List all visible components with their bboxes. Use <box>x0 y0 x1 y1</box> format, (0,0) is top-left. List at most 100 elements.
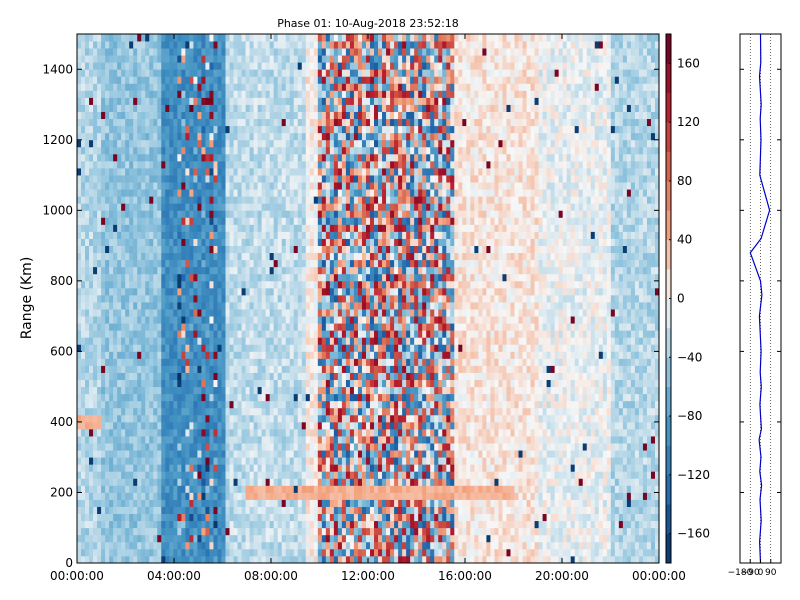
heatmap-cell <box>133 111 138 120</box>
heatmap-cell <box>249 210 254 218</box>
heatmap-cell <box>133 309 138 317</box>
heatmap-cell <box>273 97 279 105</box>
heatmap-cell <box>329 471 335 479</box>
heatmap-cell <box>77 146 82 155</box>
heatmap-cell <box>81 252 86 261</box>
heatmap-cell <box>333 69 339 77</box>
heatmap-cell <box>77 421 82 430</box>
heatmap-cell <box>109 62 114 70</box>
heatmap-cell <box>225 48 230 56</box>
heatmap-cell <box>145 252 150 261</box>
heatmap-cell <box>277 252 283 261</box>
heatmap-cell <box>89 139 94 148</box>
heatmap-cell <box>169 316 174 324</box>
heatmap-cell <box>325 464 331 472</box>
heatmap-cell <box>89 513 94 522</box>
heatmap-cell <box>301 287 307 296</box>
heatmap-cell <box>113 555 118 564</box>
heatmap-cell <box>209 527 214 536</box>
heatmap-cell <box>301 330 307 338</box>
heatmap-cell <box>281 471 287 479</box>
heatmap-cell <box>93 189 98 197</box>
heatmap-cell <box>305 541 311 550</box>
heatmap-cell <box>185 189 190 197</box>
heatmap-cell <box>333 450 339 458</box>
heatmap-cell <box>265 428 271 437</box>
heatmap-cell <box>257 55 263 63</box>
heatmap-cell <box>333 414 339 423</box>
heatmap-cell <box>129 196 134 204</box>
heatmap-cell <box>253 231 259 239</box>
heatmap-cell <box>173 457 178 465</box>
heatmap-cell <box>269 316 275 324</box>
heatmap-cell <box>185 62 190 70</box>
heatmap-cell <box>77 555 82 564</box>
heatmap-cell <box>213 428 218 437</box>
heatmap-cell <box>137 90 142 98</box>
heatmap-cell <box>173 527 178 536</box>
heatmap-cell <box>209 555 214 564</box>
heatmap-cell <box>81 245 86 254</box>
heatmap-cell <box>289 365 295 373</box>
heatmap-cell <box>153 55 158 63</box>
heatmap-cell <box>317 34 323 42</box>
heatmap-cell <box>301 443 307 451</box>
heatmap-cell <box>297 146 303 155</box>
heatmap-cell <box>301 548 307 557</box>
heatmap-cell <box>77 189 82 197</box>
heatmap-cell <box>329 266 335 275</box>
heatmap-cell <box>329 513 335 522</box>
heatmap-cell <box>337 555 343 564</box>
heatmap-cell <box>165 294 170 303</box>
heatmap-cell <box>265 175 271 183</box>
heatmap-cell <box>133 69 138 77</box>
heatmap-cell <box>305 323 311 331</box>
heatmap-cell <box>81 41 86 49</box>
heatmap-cell <box>285 485 291 493</box>
heatmap-cell <box>93 294 98 303</box>
heatmap-cell <box>125 259 130 268</box>
heatmap-cell <box>341 457 347 465</box>
heatmap-cell <box>257 69 263 77</box>
heatmap-cell <box>77 379 82 388</box>
heatmap-cell <box>97 379 102 388</box>
heatmap-cell <box>325 69 331 77</box>
heatmap-cell <box>273 471 279 479</box>
heatmap-cell <box>245 294 250 303</box>
heatmap-cell <box>257 457 263 465</box>
heatmap-cell <box>109 160 114 169</box>
heatmap-cell <box>317 316 323 324</box>
heatmap-cell <box>201 90 206 98</box>
heatmap-cell <box>217 48 222 56</box>
heatmap-cell <box>109 287 114 296</box>
heatmap-cell <box>245 393 250 402</box>
heatmap-cell <box>321 266 327 275</box>
heatmap-cell <box>133 252 138 261</box>
heatmap-cell <box>245 104 250 112</box>
heatmap-cell <box>165 506 170 515</box>
heatmap-cell <box>261 541 267 550</box>
heatmap-cell <box>269 548 275 557</box>
heatmap-cell <box>305 182 311 190</box>
heatmap-cell <box>221 168 226 176</box>
heatmap-cell <box>169 407 174 416</box>
heatmap-cell <box>77 118 82 127</box>
heatmap-cell <box>193 76 198 84</box>
heatmap-cell <box>185 90 190 98</box>
heatmap-cell <box>297 153 303 162</box>
heatmap-cell <box>85 160 90 169</box>
heatmap-cell <box>229 153 234 162</box>
heatmap-cell <box>113 168 118 176</box>
heatmap-cell <box>109 450 114 458</box>
heatmap-cell <box>341 478 347 486</box>
heatmap-cell <box>149 259 154 268</box>
heatmap-cell <box>77 48 82 56</box>
heatmap-cell <box>177 323 182 331</box>
heatmap-cell <box>121 238 126 246</box>
heatmap-cell <box>185 196 190 204</box>
heatmap-cell <box>261 294 267 303</box>
heatmap-cell <box>189 210 194 218</box>
heatmap-cell <box>133 499 138 507</box>
heatmap-cell <box>185 302 190 310</box>
heatmap-cell <box>241 245 246 254</box>
